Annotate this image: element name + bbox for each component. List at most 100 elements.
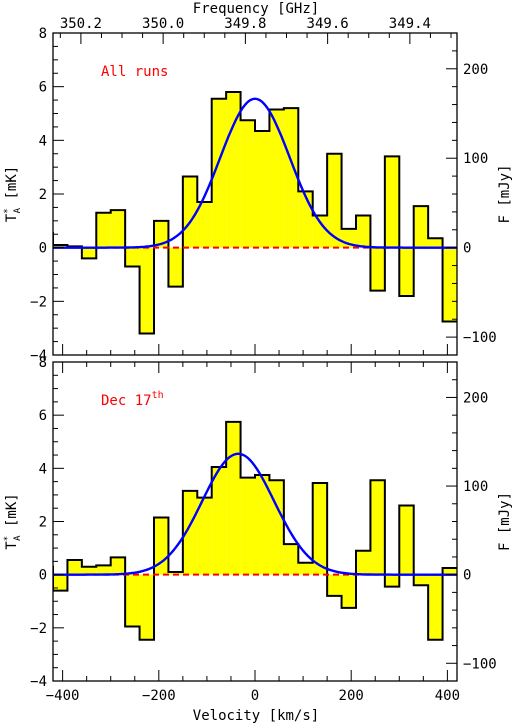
histogram-bar — [182, 176, 198, 248]
y-label-subscript: A — [13, 207, 23, 213]
x-tick-label: 200 — [339, 688, 364, 704]
histogram-bar — [255, 474, 270, 575]
y-tick-label: 4 — [39, 133, 47, 149]
y-tick-label: −4 — [30, 348, 47, 364]
histogram-bar — [370, 480, 385, 575]
histogram-bar — [81, 247, 97, 259]
top-tick-label: 349.4 — [389, 16, 431, 32]
histogram-bar — [110, 210, 126, 248]
histogram-bar — [67, 560, 82, 575]
y2-axis-label: F [mJy] — [497, 164, 513, 223]
y-tick-label: 6 — [39, 80, 47, 96]
histogram-bar — [341, 574, 356, 608]
right-y-axis: −100 0 100 200 — [446, 361, 497, 682]
y-axis-label: T*A [mK] — [3, 493, 23, 549]
y2-tick-label: 0 — [463, 568, 471, 584]
histogram-bar — [370, 247, 385, 291]
histogram-bar — [125, 247, 140, 267]
top-axis-label: Frequency [GHz] — [193, 1, 319, 17]
histogram-bar — [81, 566, 97, 575]
histogram-bar — [283, 544, 299, 575]
x-axis-label: Velocity [km/s] — [193, 708, 319, 724]
right-y-axis: −100 0 100 200 — [446, 32, 497, 356]
histogram-bar — [327, 153, 342, 248]
histogram-bar — [154, 220, 169, 248]
histogram-bar — [255, 130, 270, 248]
panel-label-superscript: th — [152, 390, 164, 401]
histogram-bar — [96, 565, 111, 575]
y-axis: −4 −2 0 2 4 6 8 — [30, 355, 64, 690]
histogram-bar — [428, 238, 443, 248]
histogram-bar — [197, 497, 212, 575]
histogram-bar — [269, 480, 284, 575]
x-tick-label: 400 — [435, 688, 460, 704]
panel-label: Dec 17th — [101, 390, 164, 409]
histogram-bar — [356, 215, 371, 248]
histogram-bar — [168, 572, 183, 575]
plot-area — [53, 91, 457, 335]
top-tick-label: 350.2 — [60, 16, 102, 32]
histogram-bar — [399, 247, 414, 296]
histogram-bar — [53, 574, 68, 591]
y-label-unit: [mK] — [4, 493, 20, 535]
y-tick-label: −2 — [30, 621, 47, 637]
y2-tick-label: 200 — [463, 390, 488, 406]
top-tick-label: 350.0 — [142, 16, 184, 32]
y-tick-label: 8 — [39, 26, 47, 42]
histogram-bar — [327, 574, 342, 596]
histogram-bar — [413, 574, 429, 586]
histogram-bar — [211, 98, 227, 248]
y2-tick-label: 200 — [463, 62, 488, 78]
y2-tick-label: 0 — [463, 241, 471, 257]
histogram-bar — [298, 191, 313, 248]
histogram-bar — [211, 467, 227, 575]
histogram-bar — [283, 108, 299, 248]
histogram-outline — [53, 420, 457, 641]
histogram-bar — [240, 120, 255, 248]
y2-tick-label: −100 — [463, 330, 497, 346]
top-panel: −4 −2 0 2 4 6 8 −100 0 100 200 All runs T*A [mK] F [m… — [3, 26, 513, 364]
y-tick-label: 8 — [39, 355, 47, 371]
y-tick-label: 0 — [39, 241, 47, 257]
histogram-bar — [428, 574, 443, 640]
histogram-outline — [53, 91, 457, 335]
top-axis-tick-labels: 349.4 349.6 349.8 350.0 350.2 — [60, 16, 431, 32]
y-label-superscript: * — [3, 208, 13, 213]
y-tick-label: 0 — [39, 568, 47, 584]
y-label-symbol: T — [4, 541, 20, 550]
plot-area — [53, 420, 457, 641]
histogram-bar — [384, 156, 400, 248]
y-label-superscript: * — [3, 536, 13, 541]
histogram-bar — [442, 568, 457, 575]
y-label-subscript: A — [13, 535, 23, 541]
x-tick-label: 0 — [251, 688, 259, 704]
gaussian-fit-line — [53, 452, 457, 576]
y-tick-label: 6 — [39, 408, 47, 424]
histogram-bar — [356, 550, 371, 575]
histogram-bar — [312, 215, 328, 248]
histogram-bar — [240, 477, 255, 575]
histogram-bar — [384, 574, 400, 587]
x-axis-ticks — [62, 362, 448, 681]
histogram-bar — [312, 482, 328, 575]
x-axis-ticks — [59, 33, 452, 355]
y-tick-label: −2 — [30, 294, 47, 310]
y2-tick-label: −100 — [463, 656, 497, 672]
histogram-bar — [226, 421, 241, 575]
y-axis: −4 −2 0 2 4 6 8 — [30, 26, 64, 364]
histogram-bar — [182, 490, 198, 575]
y2-axis-label: F [mJy] — [497, 492, 513, 551]
histogram-bar — [269, 109, 284, 248]
y-label-symbol: T — [4, 213, 20, 222]
histogram-bar — [168, 247, 183, 287]
y-tick-label: 4 — [39, 461, 47, 477]
histogram-bar — [197, 202, 212, 248]
histogram-bar — [96, 212, 111, 248]
y-tick-label: 2 — [39, 187, 47, 203]
gaussian-fit-line — [53, 97, 457, 249]
y2-tick-label: 100 — [463, 151, 488, 167]
histogram-bar — [139, 247, 154, 334]
y2-tick-label: 100 — [463, 479, 488, 495]
top-tick-label: 349.8 — [224, 16, 266, 32]
